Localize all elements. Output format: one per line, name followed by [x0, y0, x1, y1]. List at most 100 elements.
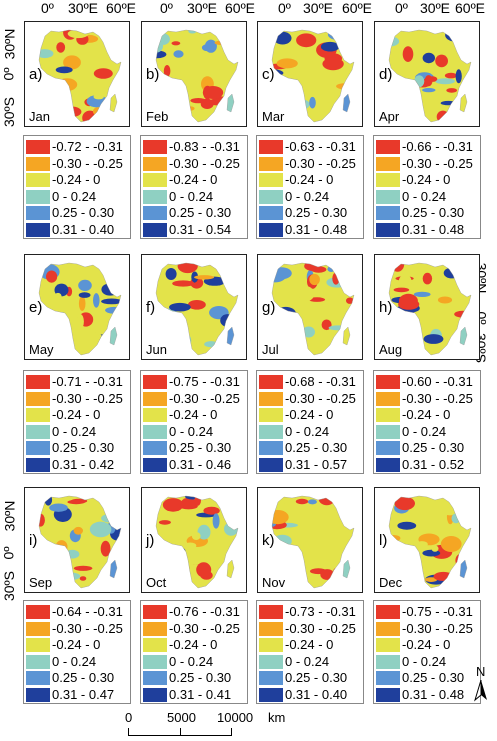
legend-item: 0 - 0.24: [376, 189, 480, 205]
legend-swatch: [376, 457, 400, 472]
legend-item: 0.25 - 0.30: [376, 205, 480, 221]
legend-item: 0.25 - 0.30: [259, 670, 363, 686]
africa-map-jan: [38, 29, 122, 123]
legend-item: -0.24 - 0: [376, 407, 480, 423]
panel-letter: l): [379, 532, 388, 549]
legend-swatch: [259, 206, 283, 220]
legend-range: -0.75 - -0.31: [402, 604, 473, 619]
legend-swatch: [26, 408, 50, 422]
legend-item: -0.24 - 0: [376, 172, 480, 188]
legend-swatch: [143, 457, 167, 472]
legend-item: 0.25 - 0.30: [26, 205, 130, 221]
legend-range: -0.66 - -0.31: [402, 139, 473, 154]
legend-swatch: [259, 424, 283, 439]
lat-label-0: 0º: [0, 546, 17, 560]
legend-range: 0.25 - 0.30: [169, 670, 232, 685]
lat-label-30s: 30ºS: [1, 570, 18, 602]
legend-range: -0.75 - -0.31: [169, 374, 240, 389]
scale-tick: [231, 728, 232, 736]
legend-range: -0.68 - -0.31: [285, 374, 356, 389]
legend-swatch: [259, 140, 283, 154]
panel-month: Jan: [29, 109, 50, 124]
legend-swatch: [376, 605, 400, 619]
panel-month: Aug: [379, 342, 403, 357]
legend-range: -0.30 - -0.25: [169, 620, 240, 636]
legend-swatch: [143, 621, 167, 636]
legend-swatch: [376, 671, 400, 685]
map-panel-jul: g) Jul: [257, 254, 363, 360]
legend-range: 0.31 - 0.52: [402, 456, 465, 472]
map-panel-mar: c) Mar: [257, 21, 363, 127]
legend-swatch: [143, 605, 167, 619]
legend-range: 0 - 0.24: [169, 653, 214, 669]
legend-swatch: [376, 408, 400, 422]
legend-range: 0.25 - 0.30: [285, 670, 348, 685]
legend-swatch: [376, 441, 400, 455]
legend-range: 0.31 - 0.48: [285, 221, 348, 237]
legend-range: 0.31 - 0.40: [285, 686, 348, 702]
legend-item: 0.25 - 0.30: [143, 670, 247, 686]
legend-swatch: [143, 206, 167, 220]
legend-swatch: [143, 441, 167, 455]
legend-swatch: [143, 173, 167, 187]
legend-swatch: [259, 654, 283, 669]
africa-map-may: [38, 262, 122, 356]
legend-item: 0 - 0.24: [376, 424, 480, 440]
map-panel-dec: l) Dec: [374, 487, 480, 593]
legend-item: 0.25 - 0.30: [143, 205, 247, 221]
legend-range: 0.25 - 0.30: [402, 670, 465, 685]
legend-range: 0.31 - 0.57: [285, 456, 348, 472]
legend-swatch: [376, 156, 400, 171]
lon-label-60e: 60ºE: [225, 0, 256, 16]
legend-item: 0.25 - 0.30: [259, 205, 363, 221]
lat-label-0: 0º: [0, 67, 17, 81]
legend-range: 0.25 - 0.30: [169, 205, 232, 220]
panel-letter: b): [146, 66, 160, 83]
lat-label-30n: 30ºN: [1, 28, 18, 60]
legend-item: 0 - 0.24: [143, 189, 247, 205]
legend-range: -0.63 - -0.31: [285, 139, 356, 154]
legend-item: -0.30 - -0.25: [376, 621, 480, 637]
panel-letter: h): [379, 299, 393, 316]
legend-item: -0.24 - 0: [26, 172, 130, 188]
legend-swatch: [376, 189, 400, 204]
legend-swatch: [376, 687, 400, 702]
legend-range: 0 - 0.24: [285, 423, 330, 439]
madagascar-shape: [342, 326, 351, 346]
legend-item: -0.24 - 0: [143, 407, 247, 423]
lon-label-60e: 60ºE: [455, 0, 486, 16]
legend-item: 0.25 - 0.30: [26, 670, 130, 686]
legend-swatch: [259, 156, 283, 171]
panel-month: Sep: [29, 575, 53, 590]
africa-map-aug: [388, 262, 472, 356]
africa-map-oct: [155, 495, 239, 589]
legend-range: -0.24 - 0: [169, 172, 218, 187]
map-panel-nov: k) Nov: [257, 487, 363, 593]
legend-range: -0.30 - -0.25: [52, 155, 123, 171]
africa-map-dec: [388, 495, 472, 589]
legend-swatch: [259, 441, 283, 455]
legend-range: 0 - 0.24: [52, 653, 97, 669]
legend-swatch: [376, 222, 400, 237]
legend-range: 0.25 - 0.30: [169, 440, 232, 455]
scale-tick-label-0: 0: [125, 710, 133, 725]
legend-item: -0.71 - -0.31: [26, 374, 130, 390]
legend-range: -0.64 - -0.31: [52, 604, 123, 619]
legend-range: 0.31 - 0.48: [402, 221, 465, 237]
legend-range: -0.30 - -0.25: [169, 155, 240, 171]
panel-month: Jul: [262, 342, 279, 357]
legend-range: -0.30 - -0.25: [169, 390, 240, 406]
legend-range: 0 - 0.24: [285, 653, 330, 669]
legend-range: -0.30 - -0.25: [52, 620, 123, 636]
legend-range: -0.71 - -0.31: [52, 374, 123, 389]
scale-tick: [128, 728, 129, 736]
legend-swatch: [143, 156, 167, 171]
legend-range: -0.24 - 0: [52, 407, 101, 422]
legend-range: -0.24 - 0: [402, 407, 451, 422]
legend-item: 0 - 0.24: [26, 424, 130, 440]
legend-range: -0.30 - -0.25: [285, 620, 356, 636]
legend-swatch: [26, 654, 50, 669]
legend-swatch: [143, 424, 167, 439]
